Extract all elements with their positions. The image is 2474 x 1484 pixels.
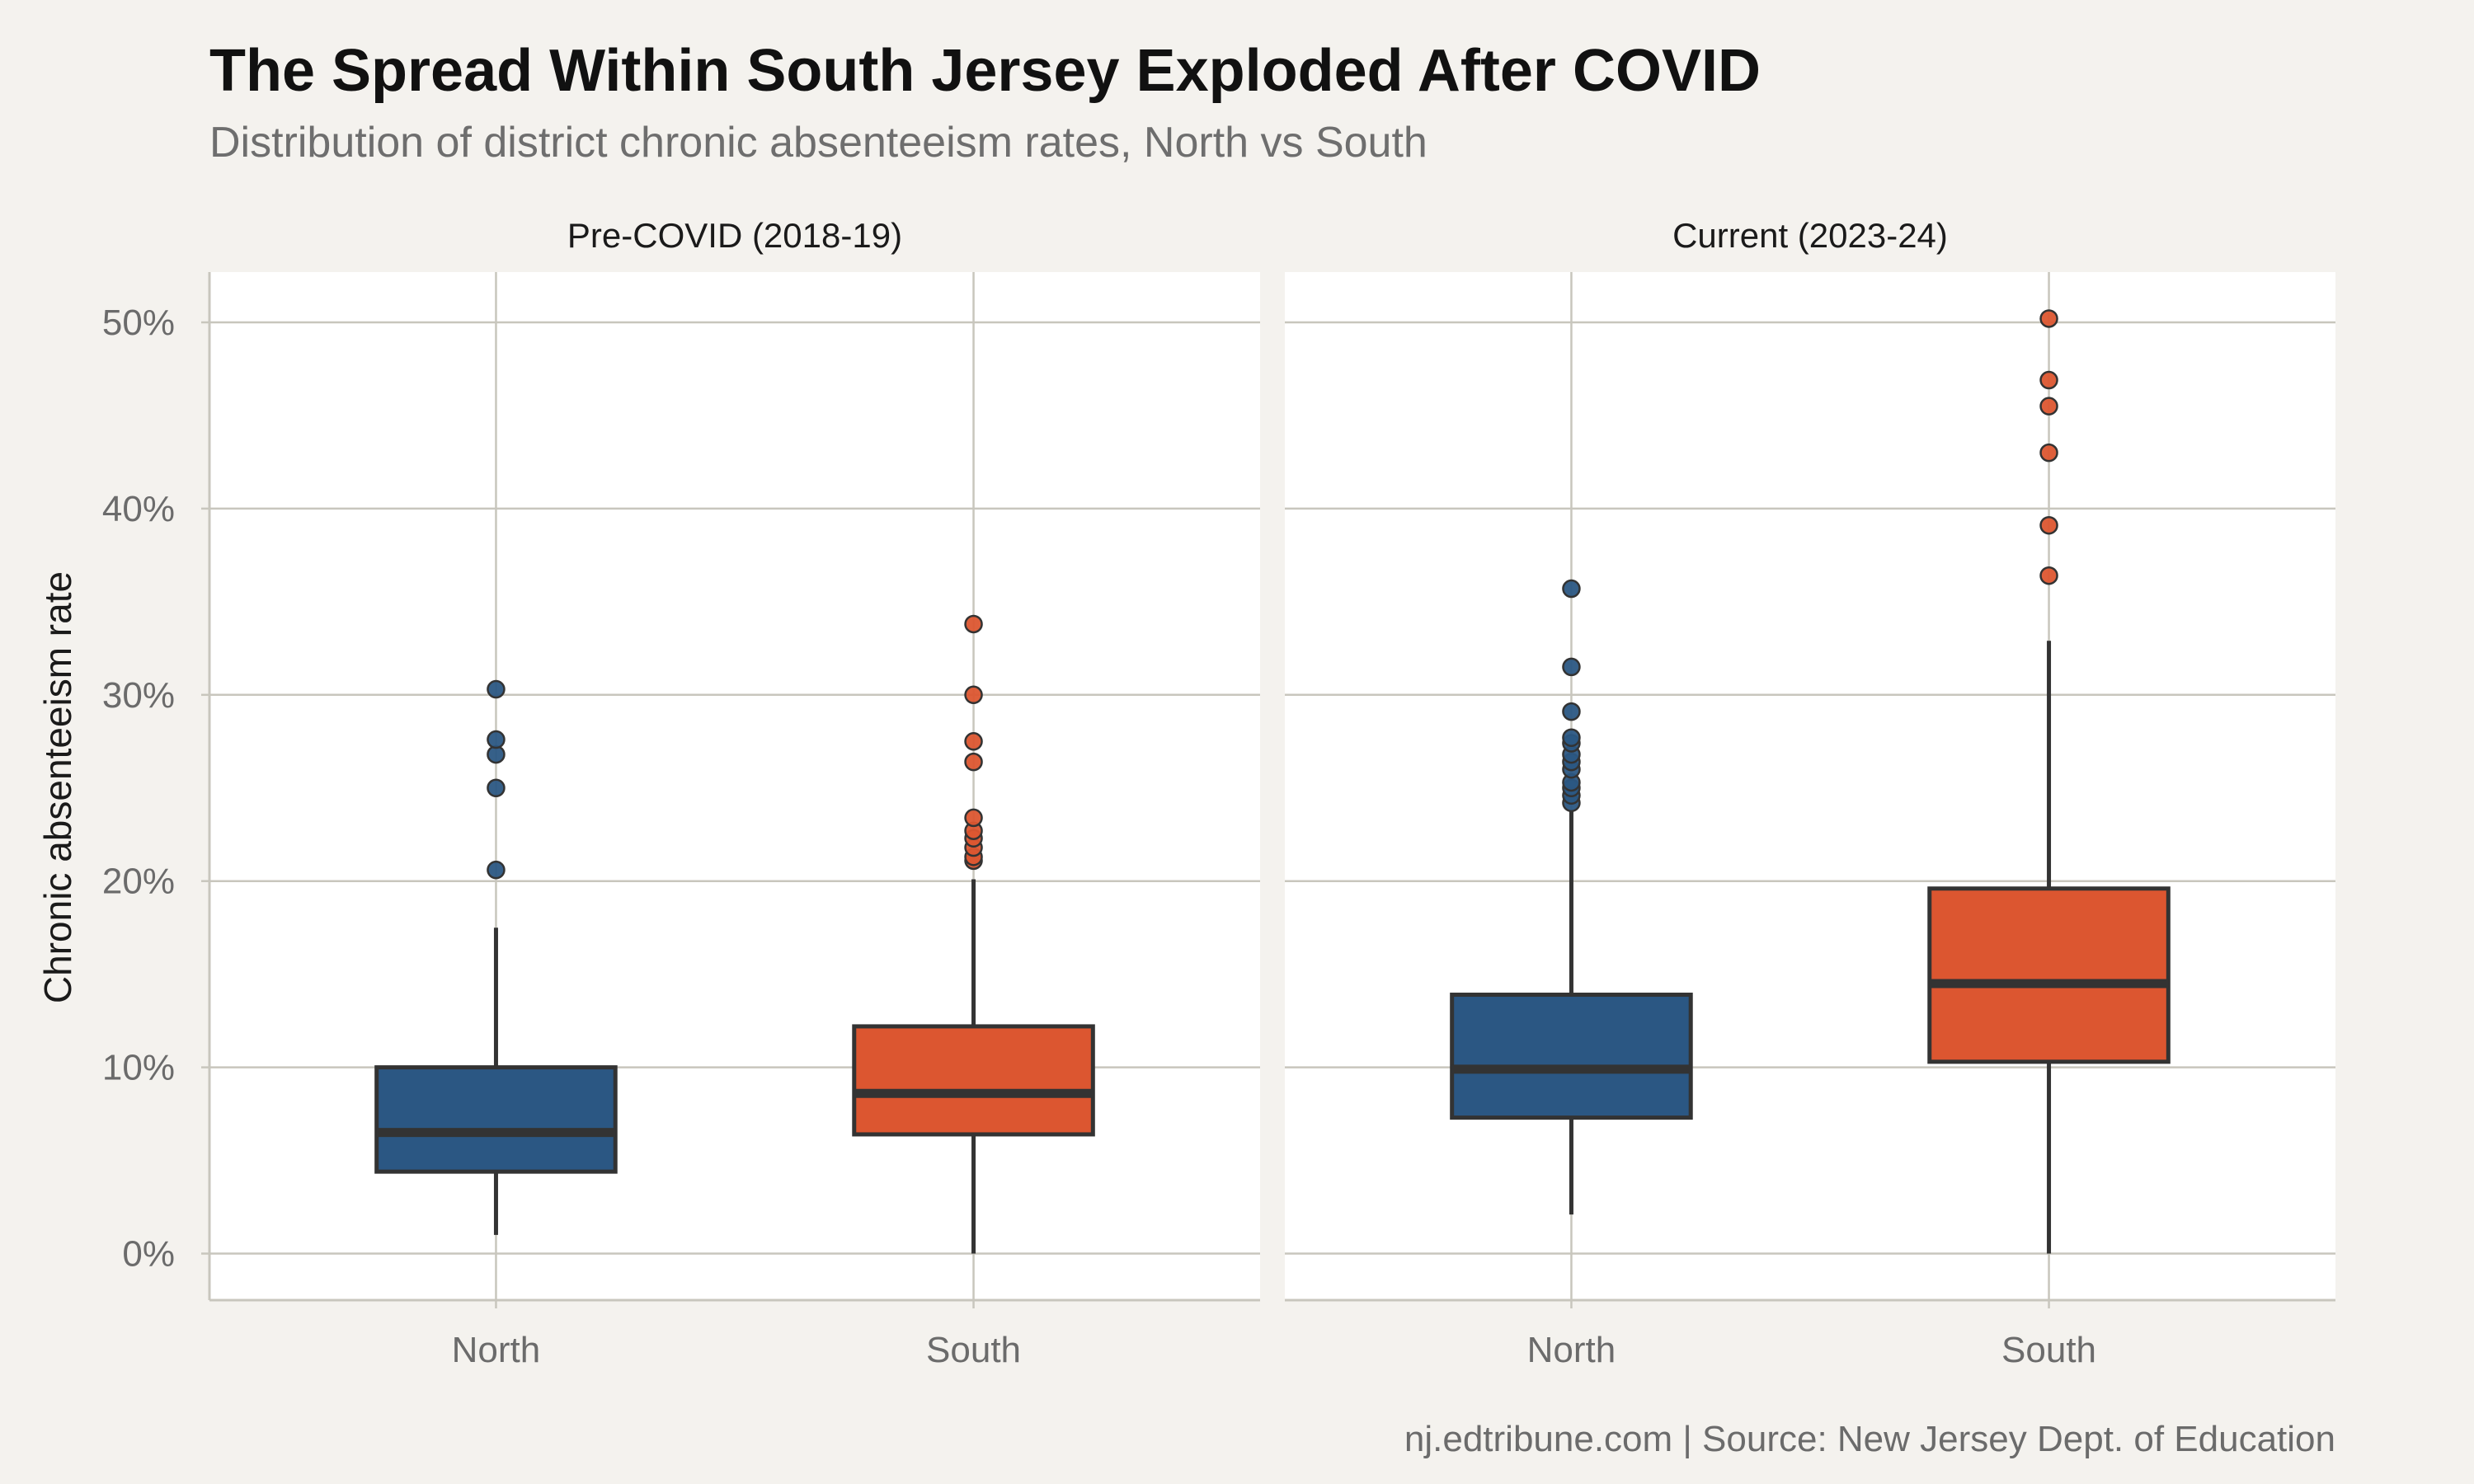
outlier-point [2039, 370, 2058, 390]
panel: North South Current (2023-24) [1285, 216, 2335, 1370]
box-south [1927, 309, 2171, 1254]
y-axis: 0% 10% 20% 30% 40% 50% [102, 303, 175, 1275]
outlier-point [1562, 702, 1581, 721]
outlier-point [2039, 309, 2058, 328]
outlier-point [2039, 397, 2058, 416]
iqr-box [374, 1065, 618, 1174]
outlier-point [1562, 657, 1581, 677]
y-tick-label: 40% [102, 489, 175, 529]
panels: North South Pre-COVID (2018-19) North South C… [201, 216, 2335, 1370]
outlier-point [1562, 728, 1581, 748]
outlier-point [964, 752, 983, 772]
outlier-point [2039, 443, 2058, 463]
y-tick-label: 50% [102, 303, 175, 343]
box-north [374, 679, 618, 1235]
panel-label: Current (2023-24) [1672, 216, 1948, 255]
panel-background [209, 272, 1260, 1300]
chart-subtitle: Distribution of district chronic absente… [209, 119, 1427, 167]
y-tick-label: 10% [102, 1048, 175, 1088]
y-tick-label: 30% [102, 675, 175, 716]
outlier-point [487, 730, 506, 749]
iqr-box [852, 1024, 1095, 1137]
chart-caption: nj.edtribune.com | Source: New Jersey De… [1404, 1419, 2335, 1459]
y-tick-label: 20% [102, 862, 175, 902]
panel-background [1285, 272, 2335, 1300]
outlier-point [1562, 579, 1581, 599]
outlier-point [2039, 515, 2058, 535]
y-axis-label: Chronic absenteeism rate [36, 571, 79, 1003]
x-tick-label: North [452, 1330, 541, 1370]
box-north [1450, 579, 1693, 1215]
x-tick-label: South [2001, 1330, 2096, 1370]
x-tick-label: North [1527, 1330, 1616, 1370]
outlier-point [487, 679, 506, 699]
outlier-point [964, 808, 983, 828]
outlier-point [964, 732, 983, 751]
y-tick-label: 0% [122, 1234, 175, 1275]
panel: North South Pre-COVID (2018-19) [201, 216, 1260, 1370]
panel-label: Pre-COVID (2018-19) [567, 216, 902, 255]
chart-title: The Spread Within South Jersey Exploded … [209, 38, 1761, 104]
outlier-point [487, 778, 506, 798]
x-tick-label: South [926, 1330, 1021, 1370]
iqr-box [1450, 993, 1693, 1120]
outlier-point [2039, 566, 2058, 585]
outlier-point [964, 614, 983, 634]
outlier-point [487, 860, 506, 880]
outlier-point [964, 685, 983, 705]
box-south [852, 614, 1095, 1254]
iqr-box [1927, 886, 2171, 1064]
